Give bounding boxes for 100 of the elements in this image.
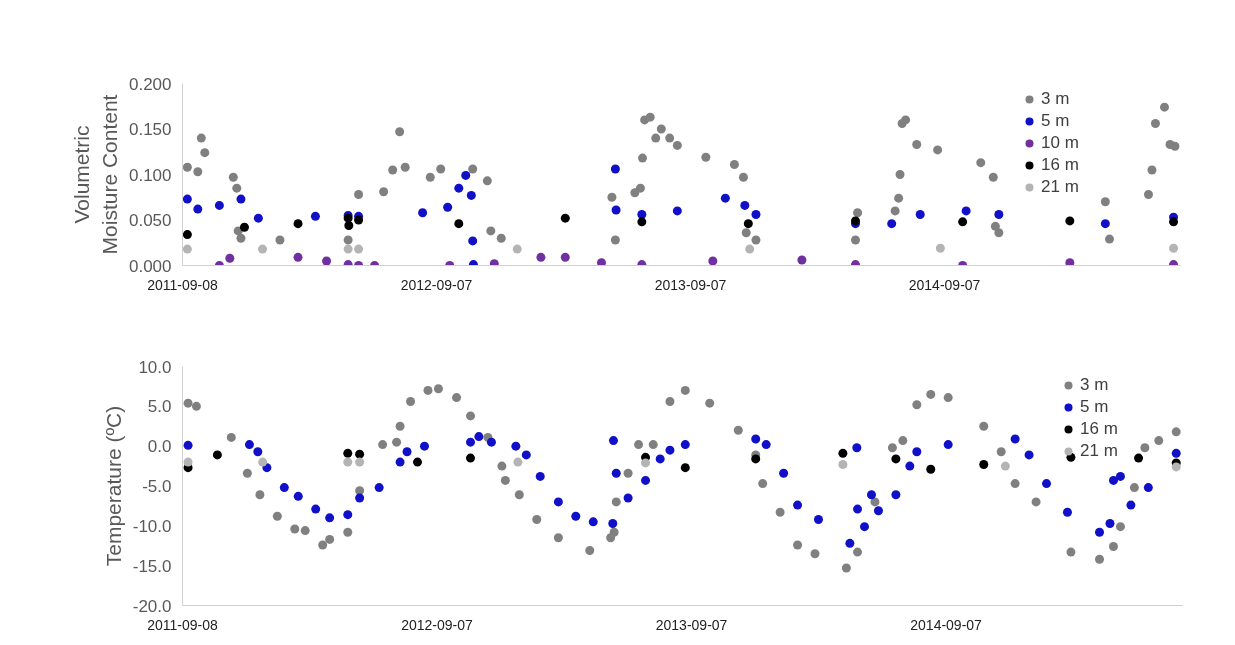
- point: [521, 450, 531, 460]
- point: [436, 164, 446, 174]
- point: [641, 475, 651, 485]
- point: [343, 244, 353, 254]
- point: [212, 450, 222, 460]
- legend-label: 5 m: [1041, 111, 1070, 131]
- point: [890, 206, 900, 216]
- point: [1143, 190, 1153, 200]
- point: [489, 259, 499, 266]
- point: [419, 441, 429, 451]
- legend-label: 5 m: [1080, 397, 1109, 417]
- point: [655, 454, 665, 464]
- y-tick-label: -10.0: [132, 516, 172, 536]
- point: [961, 206, 971, 216]
- point: [293, 219, 303, 229]
- point: [279, 483, 289, 493]
- legend-label: 10 m: [1041, 133, 1079, 153]
- point: [182, 194, 192, 204]
- y-tick-label: 0.150: [128, 120, 172, 139]
- point: [183, 457, 193, 467]
- point: [853, 208, 863, 218]
- point: [651, 133, 661, 143]
- point: [976, 158, 986, 168]
- point: [193, 167, 203, 177]
- point: [425, 172, 435, 182]
- point: [1105, 518, 1115, 528]
- y-tick-label: 0.050: [128, 211, 172, 230]
- point: [418, 208, 428, 218]
- point: [466, 190, 476, 200]
- point: [511, 441, 521, 451]
- point: [1143, 483, 1153, 493]
- point: [293, 252, 303, 262]
- point: [1000, 461, 1010, 471]
- legend-label: 21 m: [1041, 177, 1079, 197]
- point: [468, 164, 478, 174]
- point: [701, 152, 711, 162]
- x-tick-label: 2014-09-07: [910, 616, 983, 633]
- point: [454, 183, 464, 193]
- point: [1171, 448, 1181, 458]
- point: [1042, 479, 1052, 489]
- point: [779, 468, 789, 478]
- legend-label: 21 m: [1080, 441, 1118, 461]
- point: [1100, 197, 1110, 207]
- point: [1105, 234, 1115, 244]
- point: [751, 235, 761, 245]
- point: [486, 226, 496, 236]
- point: [253, 213, 263, 223]
- y-tick-label: -15.0: [132, 556, 172, 576]
- point: [680, 440, 690, 450]
- point: [751, 434, 761, 444]
- point: [1065, 216, 1075, 226]
- point: [933, 145, 943, 155]
- point: [239, 222, 249, 232]
- point: [311, 504, 321, 514]
- point: [623, 493, 633, 503]
- point: [474, 432, 484, 442]
- point: [1169, 217, 1179, 227]
- point: [1171, 462, 1181, 472]
- point: [395, 127, 405, 137]
- point: [1095, 527, 1105, 537]
- point: [994, 210, 1004, 220]
- y-tick-label: 0.000: [128, 256, 172, 276]
- point: [225, 253, 235, 263]
- point: [322, 256, 332, 266]
- point: [672, 206, 682, 216]
- point: [355, 449, 365, 459]
- legend-label: 16 m: [1080, 419, 1118, 439]
- point: [214, 200, 224, 210]
- point: [656, 124, 666, 134]
- point: [253, 447, 263, 457]
- point: [395, 457, 405, 467]
- point: [200, 148, 210, 158]
- point: [354, 215, 364, 225]
- point: [535, 471, 545, 481]
- point: [926, 464, 936, 474]
- x-tick-label: 2013-09-07: [655, 616, 728, 633]
- point: [720, 193, 730, 203]
- point: [343, 235, 353, 245]
- point: [293, 491, 303, 501]
- point: [355, 457, 365, 467]
- point: [512, 244, 522, 254]
- point: [915, 210, 925, 220]
- point: [665, 133, 675, 143]
- point: [1010, 434, 1020, 444]
- point: [1065, 258, 1075, 266]
- point: [496, 233, 506, 243]
- point: [611, 468, 621, 478]
- point: [413, 457, 423, 467]
- point: [958, 217, 968, 227]
- point: [482, 176, 492, 186]
- legend-label: 3 m: [1041, 89, 1070, 109]
- point: [637, 217, 647, 227]
- point: [935, 243, 945, 253]
- point: [343, 448, 353, 458]
- point: [275, 235, 285, 245]
- x-tick-label: 2011-09-08: [147, 616, 218, 633]
- point: [751, 210, 761, 220]
- y-tick-label: 0.200: [128, 74, 172, 94]
- point: [236, 233, 246, 243]
- point: [741, 228, 751, 238]
